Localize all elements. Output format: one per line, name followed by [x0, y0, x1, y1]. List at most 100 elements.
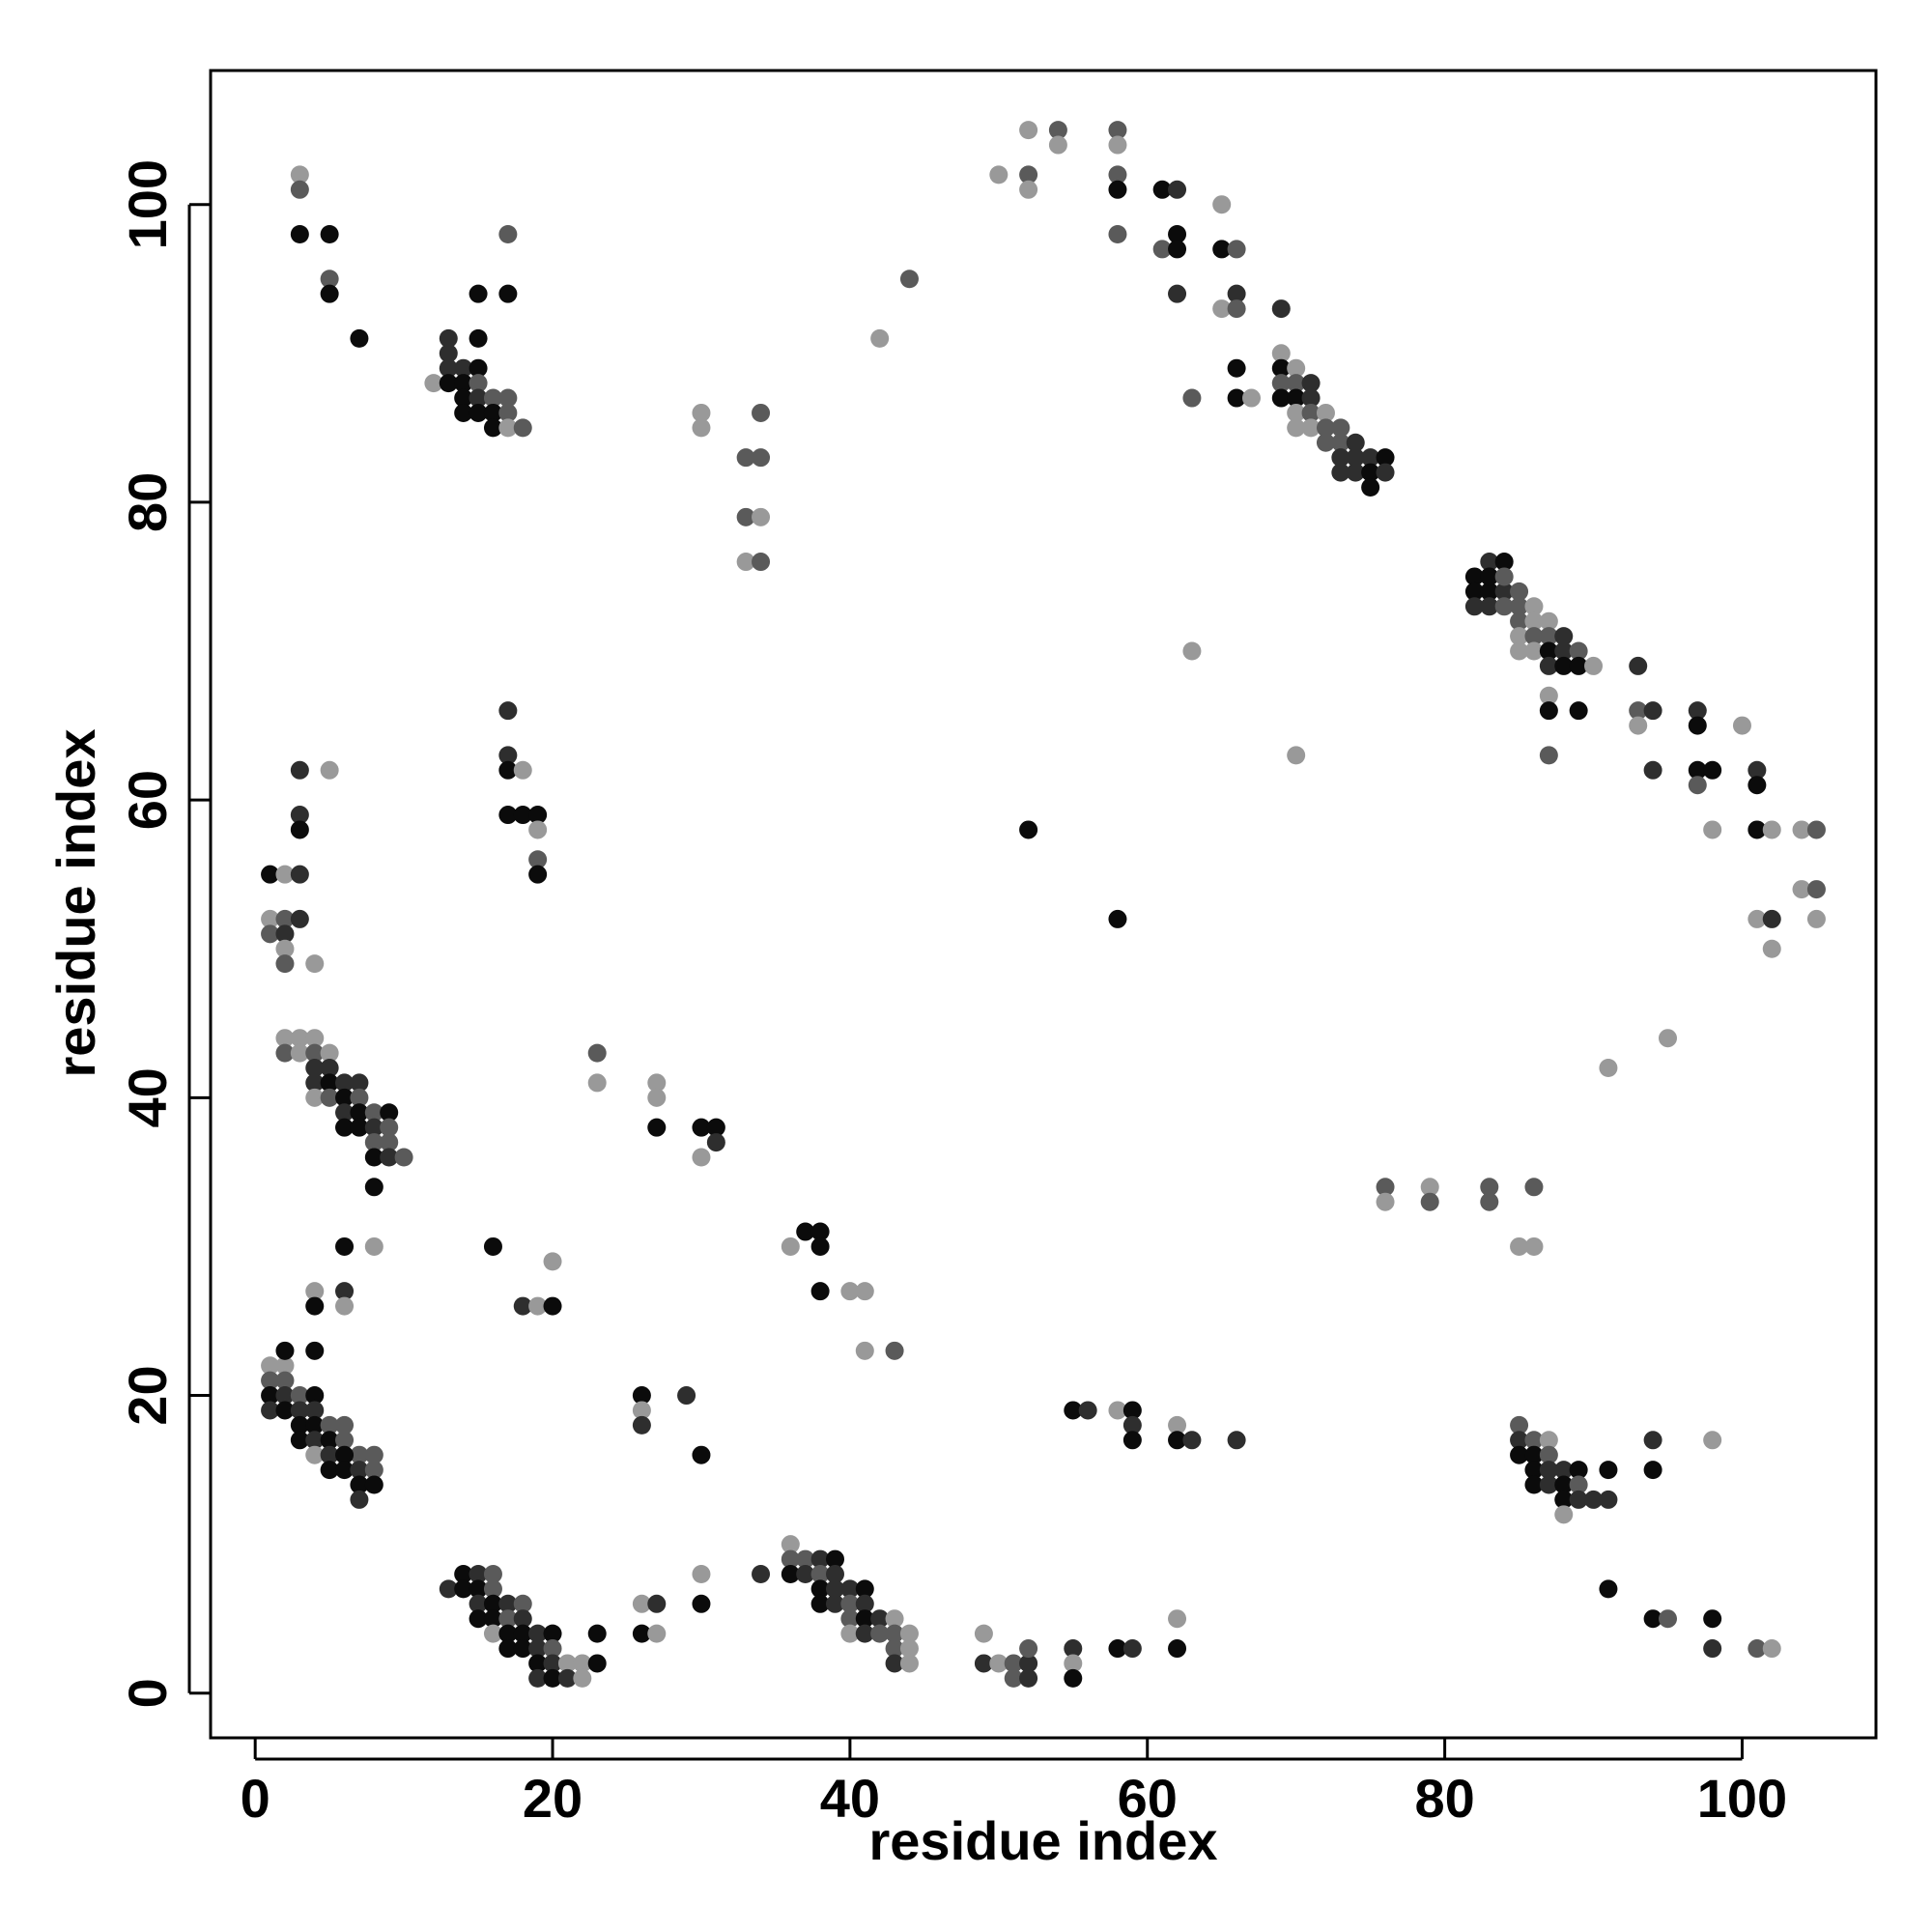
contact-point [692, 403, 711, 422]
contact-point [1108, 135, 1127, 155]
contact-point [305, 1386, 325, 1406]
contact-point [469, 1594, 488, 1613]
contact-point [275, 939, 295, 958]
contact-point [1316, 418, 1335, 438]
contact-point [305, 1341, 325, 1360]
contact-point [1510, 582, 1529, 601]
contact-point [469, 358, 488, 378]
contact-point [1703, 760, 1722, 780]
contact-point [781, 1236, 800, 1256]
contact-point [275, 1371, 295, 1390]
contact-point [1539, 1431, 1558, 1450]
contact-point [1122, 1639, 1142, 1659]
contact-point [781, 1564, 800, 1583]
contact-point [1569, 641, 1588, 661]
contact-point [692, 418, 711, 438]
contact-point [1732, 716, 1751, 735]
contact-point [1480, 567, 1499, 586]
contact-point [513, 1609, 532, 1629]
contact-point [855, 1624, 874, 1643]
contact-point [855, 1594, 874, 1613]
x-tick-label: 0 [241, 1768, 270, 1829]
contact-point [498, 388, 518, 408]
contact-point [275, 954, 295, 974]
contact-point [1420, 1192, 1439, 1211]
contact-point [1539, 656, 1558, 675]
contact-point [1643, 1461, 1662, 1480]
contact-point [736, 507, 755, 526]
contact-point [706, 1118, 725, 1137]
contact-point [290, 806, 309, 825]
contact-point [1064, 1668, 1083, 1688]
contact-point [320, 1461, 339, 1480]
contact-point [528, 1639, 548, 1659]
contact-point [557, 1668, 577, 1688]
contact-point [677, 1386, 696, 1406]
contact-point [528, 1668, 548, 1688]
contact-point [290, 865, 309, 884]
contact-point [335, 1118, 355, 1137]
contact-point [632, 1401, 651, 1420]
contact-point [498, 284, 518, 303]
contact-point [1168, 1415, 1187, 1435]
contact-point [364, 1236, 384, 1256]
contact-point [810, 1282, 830, 1301]
contact-point [290, 225, 309, 244]
contact-point [261, 1371, 280, 1390]
contact-point [1747, 820, 1767, 839]
contact-point [706, 1133, 725, 1152]
contact-point [1301, 374, 1321, 393]
contact-point [483, 1594, 502, 1613]
contact-point [1331, 463, 1350, 482]
contact-point [1703, 1431, 1722, 1450]
contact-point [290, 165, 309, 185]
contact-point [796, 1222, 815, 1241]
contact-point [1316, 403, 1335, 422]
contact-point [335, 1103, 355, 1122]
contact-point [1361, 463, 1380, 482]
contact-point [587, 1624, 607, 1643]
contact-point [1168, 225, 1187, 244]
contact-point [320, 760, 339, 780]
contact-point [261, 865, 280, 884]
contact-point [1688, 776, 1707, 795]
contact-point [855, 1609, 874, 1629]
contact-point [320, 1059, 339, 1078]
contact-point [290, 1415, 309, 1435]
contact-point [885, 1639, 904, 1659]
contact-point [1494, 582, 1514, 601]
contact-point [810, 1222, 830, 1241]
contact-point [1182, 641, 1202, 661]
contact-point [1659, 1609, 1677, 1629]
y-tick-label: 100 [117, 159, 178, 249]
contact-point [364, 1178, 384, 1197]
contact-point [290, 1029, 309, 1048]
contact-point [1747, 760, 1767, 780]
contact-point [364, 1445, 384, 1464]
contact-point [1301, 418, 1321, 438]
contact-point [692, 1148, 711, 1167]
contact-point [290, 1401, 309, 1420]
contact-point [1004, 1654, 1023, 1673]
contact-point [513, 1296, 532, 1316]
contact-point [335, 1088, 355, 1107]
contact-point [885, 1609, 904, 1629]
contact-point [483, 1624, 502, 1643]
contact-point [1554, 627, 1574, 646]
contact-point [275, 1043, 295, 1063]
contact-point [305, 1073, 325, 1093]
contact-point [1064, 1654, 1083, 1673]
contact-point [1792, 820, 1811, 839]
contact-point [1762, 939, 1781, 958]
contact-point [513, 760, 532, 780]
contact-point [1569, 1461, 1588, 1480]
contact-point [1108, 1639, 1127, 1659]
contact-point [543, 1296, 562, 1316]
contact-point [1316, 433, 1335, 452]
contact-point [528, 1654, 548, 1673]
contact-point [573, 1668, 592, 1688]
contact-point [1108, 225, 1127, 244]
contact-point [1019, 1668, 1038, 1688]
contact-point [796, 1564, 815, 1583]
contact-point [498, 225, 518, 244]
